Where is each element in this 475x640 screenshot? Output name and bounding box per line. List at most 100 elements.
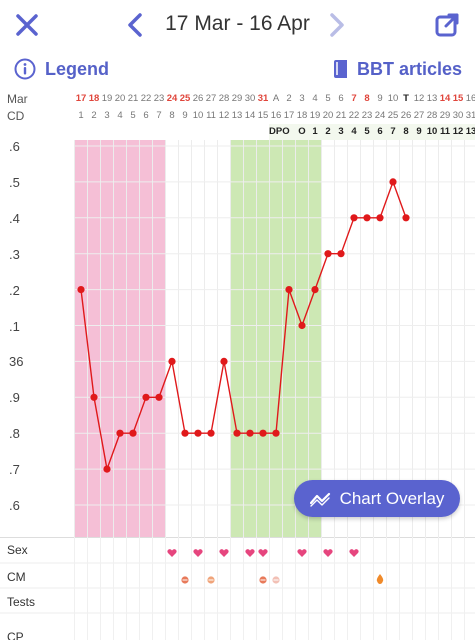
date-cell: 3	[299, 93, 305, 104]
bbt-articles-label: BBT articles	[356, 58, 462, 79]
date-cell: 28	[218, 93, 230, 104]
heart-icon	[167, 545, 177, 557]
date-cell: 26	[192, 93, 204, 104]
y-axis-label: .5	[9, 174, 20, 190]
heart-icon	[323, 545, 333, 557]
dpo-cell: 4	[351, 126, 357, 137]
dpo-cell: 6	[377, 126, 383, 137]
date-range-title: 17 Mar - 16 Apr	[165, 12, 310, 35]
trend-line-icon	[309, 492, 330, 507]
date-cell: 6	[338, 93, 344, 104]
cycle-day-cell: 7	[156, 110, 162, 121]
y-axis-label: .9	[9, 390, 20, 406]
chart-overlay-button[interactable]: Chart Overlay	[294, 480, 460, 517]
period-band	[74, 140, 166, 537]
info-icon	[14, 58, 36, 80]
cycle-day-cell: 4	[117, 110, 123, 121]
cycle-day-cell: 29	[439, 110, 451, 121]
y-axis-label: .1	[9, 318, 20, 334]
cycle-day-cell: 12	[218, 110, 230, 121]
date-cell: T	[403, 93, 409, 104]
date-cell: 30	[244, 93, 256, 104]
y-axis-label: 36	[9, 354, 24, 370]
cycle-day-cell: 30	[452, 110, 464, 121]
date-cell: 4	[312, 93, 318, 104]
cycle-day-cell: 16	[270, 110, 282, 121]
legend-label: Legend	[45, 58, 110, 79]
cycle-day-cell: 1	[78, 110, 84, 121]
heart-icon	[193, 545, 203, 557]
temperature-point	[259, 429, 267, 437]
cycle-day-cell: 15	[257, 110, 269, 121]
cycle-day-cell: 18	[296, 110, 308, 121]
sex-row-label: Sex	[7, 543, 28, 557]
heart-icon	[349, 545, 359, 557]
legend-button[interactable]: Legend	[14, 58, 109, 80]
cycle-day-cell: 27	[413, 110, 425, 121]
temperature-chart[interactable]	[0, 140, 475, 540]
heart-icon	[245, 545, 255, 557]
date-cell: 13	[426, 93, 438, 104]
date-cell: 24	[166, 93, 178, 104]
cycle-day-cell: 8	[169, 110, 175, 121]
dpo-cell: 12	[452, 126, 464, 137]
date-cell: 29	[231, 93, 243, 104]
temperature-point	[103, 465, 111, 473]
y-axis-label: .7	[9, 462, 20, 478]
chevron-left-icon[interactable]	[120, 10, 150, 40]
close-icon[interactable]	[12, 10, 42, 40]
temperature-point	[194, 429, 202, 437]
y-axis-label: .6	[9, 498, 20, 513]
temperature-point	[246, 429, 254, 437]
date-cell: 23	[153, 93, 165, 104]
month-label: Mar	[7, 92, 28, 106]
temperature-point	[272, 429, 280, 437]
cycle-day-cell: 2	[91, 110, 97, 121]
cycle-day-cell: 23	[361, 110, 373, 121]
chart-toolbar: Legend BBT articles	[0, 56, 475, 86]
bbt-articles-button[interactable]: BBT articles	[333, 58, 462, 80]
share-external-icon[interactable]	[432, 10, 462, 40]
cycle-day-cell: 5	[130, 110, 136, 121]
y-axis-label: .6	[9, 139, 20, 154]
cycle-day-cell: 26	[400, 110, 412, 121]
dpo-cell: 2	[325, 126, 331, 137]
date-cell: 2	[286, 93, 292, 104]
date-cell: 22	[140, 93, 152, 104]
cp-row-label: CP	[7, 630, 24, 640]
cycle-day-cell: 25	[387, 110, 399, 121]
y-axis-label: .3	[9, 246, 20, 262]
y-axis-label: .2	[9, 282, 20, 298]
heart-icon	[297, 545, 307, 557]
date-cell: 25	[179, 93, 191, 104]
temperature-point	[90, 393, 98, 401]
date-cell: 27	[205, 93, 217, 104]
date-cell: 18	[88, 93, 100, 104]
temperature-line	[80, 179, 407, 472]
y-axis-label: .4	[9, 210, 20, 226]
cycle-day-cell: 21	[335, 110, 347, 121]
date-cell: 21	[127, 93, 139, 104]
cycle-day-cell: 22	[348, 110, 360, 121]
dpo-cell: 1	[312, 126, 318, 137]
top-bar: 17 Mar - 16 Apr	[0, 0, 475, 50]
dpo-cell: 8	[403, 126, 409, 137]
temperature-point	[220, 357, 228, 365]
date-cell: 31	[257, 93, 269, 104]
temperature-point	[363, 214, 371, 222]
temperature-point	[311, 286, 319, 294]
dpo-label: DPO	[269, 126, 290, 137]
dpo-cell: 11	[439, 126, 451, 137]
temperature-point	[285, 286, 293, 294]
date-cell: 20	[114, 93, 126, 104]
cycle-day-cell: 31	[465, 110, 475, 121]
fertile-window-band	[230, 140, 322, 537]
cycle-day-cell: 28	[426, 110, 438, 121]
date-cell: 10	[387, 93, 399, 104]
date-cell: 16	[465, 93, 475, 104]
chevron-right-icon[interactable]	[322, 10, 352, 40]
chart-overlay-label: Chart Overlay	[339, 488, 445, 508]
cycle-day-cell: 17	[283, 110, 295, 121]
cervical-mucus-icon	[272, 571, 282, 584]
temperature-point	[350, 214, 358, 222]
